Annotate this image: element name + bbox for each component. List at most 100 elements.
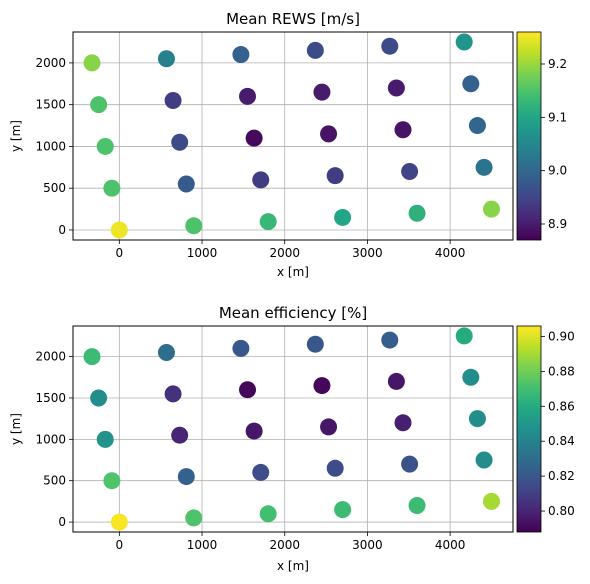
- scatter-point: [83, 54, 101, 72]
- colorbar-ticks: 0.80 0.82 0.84 0.86 0.88 0.90: [541, 329, 575, 518]
- scatter-point: [306, 41, 324, 59]
- scatter-point: [381, 331, 399, 349]
- scatter-point: [306, 335, 324, 353]
- scatter-points: [83, 33, 500, 239]
- scatter-point: [394, 414, 412, 432]
- chart-panel-efficiency: Mean efficiency [%] 0 1000 2000 3000 4000 0 5…: [9, 304, 575, 573]
- scatter-point: [164, 385, 182, 403]
- scatter-points: [83, 327, 500, 531]
- x-axis-ticks: 0 1000 2000 3000 4000: [115, 532, 465, 552]
- y-axis-ticks: 0 500 1000 1500 2000: [35, 56, 73, 237]
- colorbar-tick-label: 0.86: [548, 399, 575, 413]
- scatter-point: [245, 129, 263, 147]
- scatter-point: [326, 167, 344, 185]
- scatter-point: [239, 381, 257, 399]
- colorbar: 0.80 0.82 0.84 0.86 0.88 0.90: [516, 325, 575, 533]
- y-tick-label: 500: [43, 474, 66, 488]
- scatter-point: [103, 179, 121, 197]
- x-tick-label: 4000: [435, 538, 466, 552]
- y-tick-label: 1500: [35, 98, 66, 112]
- y-tick-label: 500: [43, 181, 66, 195]
- plot-frame: [72, 31, 514, 241]
- scatter-point: [313, 83, 331, 101]
- y-tick-label: 1000: [35, 139, 66, 153]
- y-tick-label: 2000: [35, 350, 66, 364]
- scatter-point: [313, 377, 331, 395]
- scatter-point: [475, 158, 493, 176]
- x-tick-label: 0: [115, 538, 123, 552]
- y-tick-label: 1500: [35, 391, 66, 405]
- scatter-point: [103, 472, 121, 490]
- scatter-point: [462, 368, 480, 386]
- colorbar-tick-label: 9.2: [548, 57, 567, 71]
- scatter-point: [468, 117, 486, 135]
- scatter-point: [164, 91, 182, 109]
- x-tick-label: 1000: [187, 538, 218, 552]
- scatter-point: [455, 33, 473, 51]
- scatter-point: [320, 418, 338, 436]
- scatter-point: [408, 497, 426, 515]
- y-tick-label: 0: [58, 223, 66, 237]
- x-tick-label: 3000: [352, 246, 383, 260]
- scatter-point: [245, 422, 263, 440]
- scatter-point: [177, 175, 195, 193]
- scatter-point: [408, 204, 426, 222]
- colorbar-tick-label: 8.9: [548, 217, 567, 231]
- chart-title: Mean efficiency [%]: [219, 304, 367, 322]
- grid: [73, 32, 513, 240]
- scatter-point: [334, 501, 352, 519]
- scatter-point: [171, 133, 189, 151]
- colorbar-tick-label: 0.88: [548, 364, 575, 378]
- scatter-point: [96, 430, 114, 448]
- colorbar-tick-label: 0.84: [548, 434, 575, 448]
- scatter-point: [157, 50, 175, 68]
- grid: [73, 326, 513, 532]
- colorbar-ticks: 8.9 9.0 9.1 9.2: [541, 57, 567, 231]
- colorbar-tick-label: 0.80: [548, 504, 575, 518]
- colorbar-tick-label: 0.90: [548, 329, 575, 343]
- x-axis-label: x [m]: [277, 265, 309, 279]
- colorbar-tick-label: 9.0: [548, 164, 567, 178]
- scatter-point: [381, 37, 399, 55]
- scatter-point: [401, 163, 419, 181]
- x-axis-label: x [m]: [277, 559, 309, 573]
- scatter-point: [334, 208, 352, 226]
- colorbar-gradient: [516, 31, 542, 241]
- scatter-point: [482, 492, 500, 510]
- scatter-point: [239, 87, 257, 105]
- scatter-point: [185, 509, 203, 527]
- scatter-point: [259, 213, 277, 231]
- scatter-point: [232, 339, 250, 357]
- scatter-point: [468, 410, 486, 428]
- y-axis-label: y [m]: [9, 413, 23, 445]
- scatter-point: [252, 463, 270, 481]
- scatter-point: [232, 46, 250, 64]
- y-axis-label: y [m]: [9, 120, 23, 152]
- scatter-point: [475, 451, 493, 469]
- scatter-point: [252, 171, 270, 189]
- y-tick-label: 2000: [35, 56, 66, 70]
- scatter-point: [320, 125, 338, 143]
- x-axis-ticks: 0 1000 2000 3000 4000: [115, 240, 465, 260]
- scatter-point: [157, 343, 175, 361]
- y-tick-label: 0: [58, 515, 66, 529]
- scatter-point: [185, 217, 203, 235]
- colorbar-tick-label: 0.82: [548, 469, 575, 483]
- scatter-point: [259, 505, 277, 523]
- scatter-point: [96, 137, 114, 155]
- x-tick-label: 0: [115, 246, 123, 260]
- colorbar-gradient: [516, 325, 542, 533]
- scatter-point: [171, 426, 189, 444]
- scatter-point: [387, 372, 405, 390]
- scatter-point: [394, 121, 412, 139]
- chart-title: Mean REWS [m/s]: [226, 10, 360, 28]
- scatter-point: [90, 389, 108, 407]
- x-tick-label: 2000: [269, 246, 300, 260]
- colorbar: 8.9 9.0 9.1 9.2: [516, 31, 567, 241]
- plot-frame: [72, 325, 514, 533]
- y-tick-label: 1000: [35, 432, 66, 446]
- x-tick-label: 2000: [269, 538, 300, 552]
- scatter-point: [462, 75, 480, 93]
- scatter-point: [387, 79, 405, 97]
